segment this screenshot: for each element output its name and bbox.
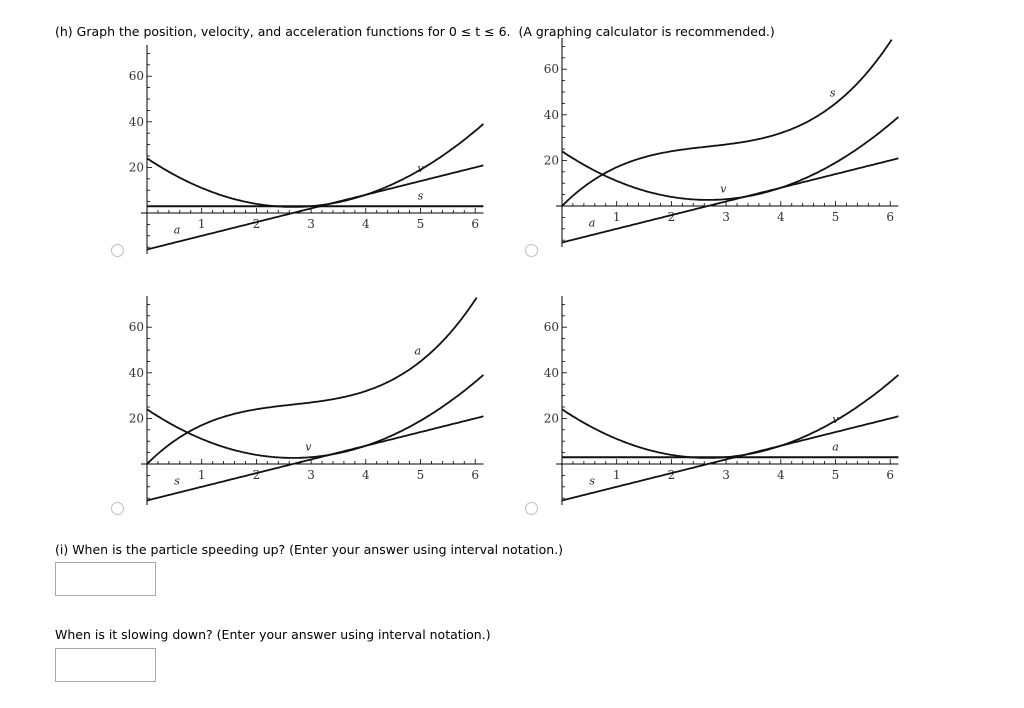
- y-tick-label: 60: [129, 320, 144, 334]
- curve-label-a: a: [832, 440, 839, 453]
- x-tick-label: 5: [832, 210, 840, 224]
- curve-v: [146, 123, 484, 208]
- y-tick-label: 40: [544, 108, 559, 122]
- part-h-prefix: (h) Graph the position, velocity, and ac…: [55, 24, 449, 39]
- x-tick-label: 6: [471, 217, 479, 231]
- x-tick-label: 4: [777, 210, 785, 224]
- x-tick-label: 1: [613, 210, 621, 224]
- curve-label-a: a: [174, 224, 181, 237]
- x-tick-label: 6: [471, 468, 479, 482]
- curve-label-s: s: [418, 189, 424, 202]
- x-tick-label: 5: [417, 468, 425, 482]
- x-tick-label: 2: [253, 217, 261, 231]
- part-h-suffix: (A graphing calculator is recommended.): [510, 24, 775, 39]
- y-tick-label: 40: [129, 115, 144, 129]
- curve-label-v: v: [417, 162, 424, 175]
- y-tick-label: 40: [544, 366, 559, 380]
- curve-label-a: a: [589, 217, 596, 230]
- part-h-prompt: (h) Graph the position, velocity, and ac…: [55, 24, 775, 39]
- x-tick-label: 1: [613, 468, 621, 482]
- y-tick-label: 60: [129, 69, 144, 83]
- y-tick-label: 20: [129, 160, 144, 174]
- curve-s: [561, 39, 893, 207]
- chart-svg: 1 2 3 4 5 6 20 40 60 s v a: [544, 37, 899, 248]
- x-tick-label: 4: [362, 468, 370, 482]
- graph-option-4: 1 2 3 4 5 6 20 40 60 v s a: [515, 295, 915, 525]
- chart-svg: 1 2 3 4 5 6 20 40 60 v s a: [544, 295, 899, 506]
- curve-v: [146, 374, 484, 459]
- x-tick-label: 5: [417, 217, 425, 231]
- slowing-down-input[interactable]: [55, 648, 156, 682]
- curve-v: [561, 374, 899, 459]
- curve-v: [561, 116, 899, 201]
- y-tick-label: 20: [129, 411, 144, 425]
- chart-svg: 1 2 3 4 5 6 20 40 60 v a s: [129, 44, 484, 255]
- curve-label-a: a: [414, 345, 421, 358]
- x-tick-label: 3: [307, 468, 315, 482]
- curve-a: [146, 297, 478, 465]
- y-tick-label: 20: [544, 153, 559, 167]
- curve-s: [561, 415, 899, 502]
- part-h-range: 0 ≤ t ≤ 6.: [448, 24, 511, 39]
- x-tick-label: 3: [722, 468, 730, 482]
- y-tick-label: 60: [544, 320, 559, 334]
- curve-label-v: v: [720, 182, 727, 195]
- curve-s: [146, 415, 484, 502]
- radio-option-2[interactable]: [525, 244, 538, 257]
- x-tick-label: 3: [722, 210, 730, 224]
- speeding-up-input[interactable]: [55, 562, 156, 596]
- y-tick-label: 60: [544, 62, 559, 76]
- x-tick-label: 6: [886, 210, 894, 224]
- radio-option-4[interactable]: [525, 502, 538, 515]
- y-tick-label: 40: [129, 366, 144, 380]
- curve-label-v: v: [305, 440, 312, 453]
- radio-option-3[interactable]: [111, 502, 124, 515]
- x-tick-label: 2: [253, 468, 261, 482]
- radio-option-1[interactable]: [111, 244, 124, 257]
- curve-label-v: v: [832, 413, 839, 426]
- curve-label-s: s: [174, 475, 180, 488]
- chart-svg: 1 2 3 4 5 6 20 40 60 a v s: [129, 295, 484, 506]
- x-tick-label: 4: [362, 217, 370, 231]
- curve-a: [561, 157, 899, 244]
- graph-option-2: 1 2 3 4 5 6 20 40 60 s v a: [515, 37, 915, 267]
- x-tick-label: 3: [307, 217, 315, 231]
- curve-label-s: s: [589, 475, 595, 488]
- slowing-down-label: When is it slowing down? (Enter your ans…: [55, 627, 491, 642]
- speeding-up-label: (i) When is the particle speeding up? (E…: [55, 542, 564, 557]
- graph-option-3: 1 2 3 4 5 6 20 40 60 a v s: [100, 295, 500, 525]
- curve-label-s: s: [830, 87, 836, 100]
- x-tick-label: 1: [198, 217, 206, 231]
- curve-a: [146, 164, 484, 251]
- x-tick-label: 5: [832, 468, 840, 482]
- graph-option-1: 1 2 3 4 5 6 20 40 60 v a s: [100, 44, 500, 274]
- x-tick-label: 1: [198, 468, 206, 482]
- x-tick-label: 6: [886, 468, 894, 482]
- x-tick-label: 2: [668, 210, 676, 224]
- x-tick-label: 2: [668, 468, 676, 482]
- y-tick-label: 20: [544, 411, 559, 425]
- x-tick-label: 4: [777, 468, 785, 482]
